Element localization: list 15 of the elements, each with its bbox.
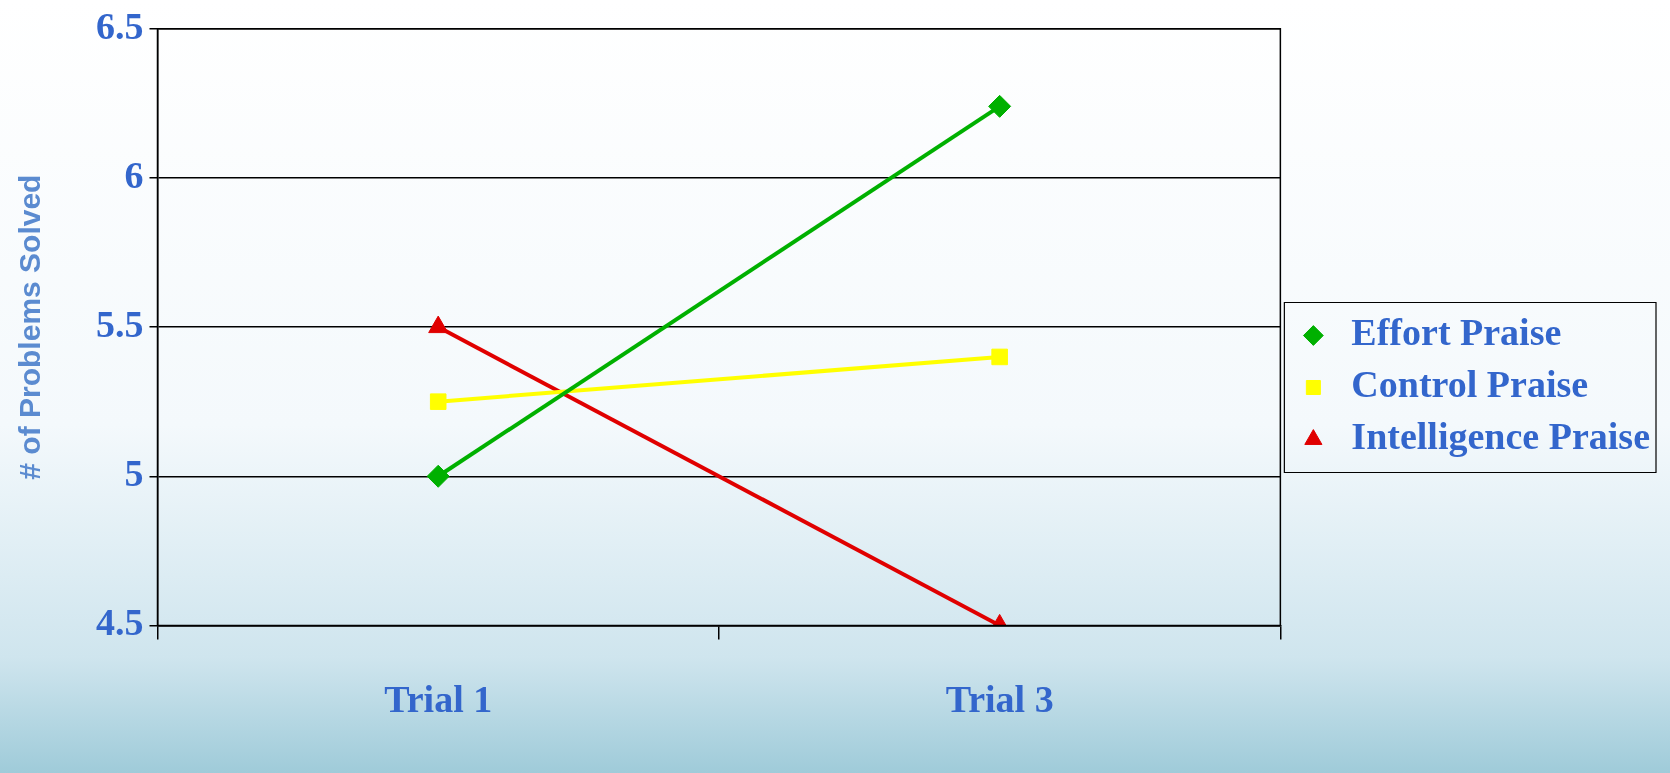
y-tick-label: 6.5	[96, 4, 144, 47]
legend-label: Intelligence Praise	[1351, 415, 1650, 458]
point	[429, 393, 447, 410]
point	[426, 464, 450, 488]
x-tick-label: Trial 3	[945, 678, 1054, 721]
x-tick-label: Trial 1	[384, 678, 493, 721]
y-tick-label: 6	[124, 153, 144, 196]
y-tick-label: 5	[124, 452, 144, 495]
legend-label: Control Praise	[1351, 363, 1589, 406]
y-tick-label: 5.5	[96, 302, 144, 345]
y-axis-title: # of Problems Solved	[13, 174, 47, 480]
y-tick-label: 4.5	[96, 601, 144, 644]
point	[991, 348, 1008, 366]
point	[988, 94, 1012, 118]
legend-label: Effort Praise	[1351, 311, 1562, 354]
